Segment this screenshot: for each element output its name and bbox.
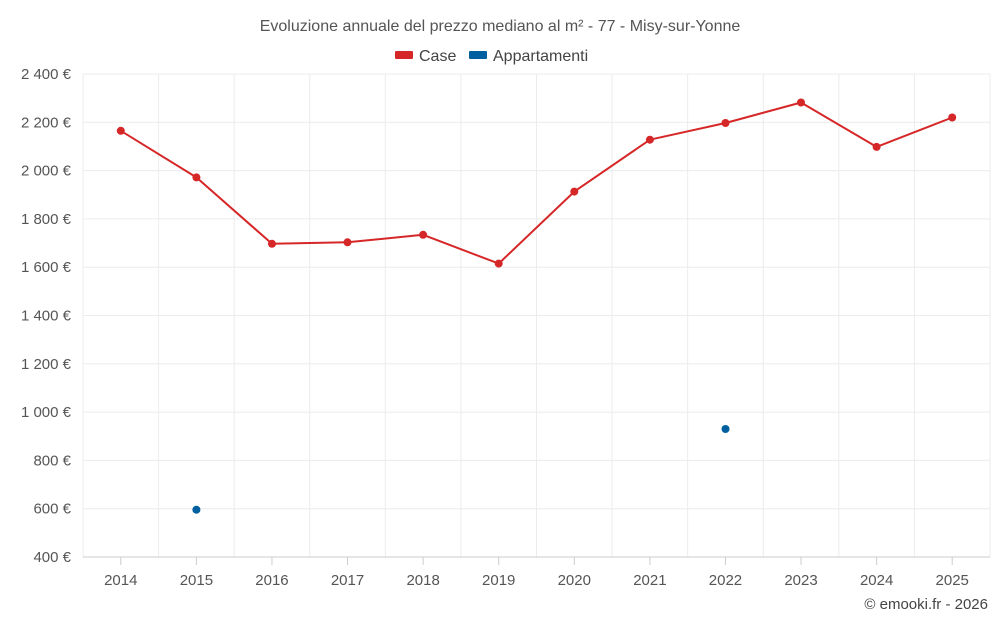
credit-text: © emooki.fr - 2026	[864, 596, 988, 613]
x-axis: 2014 2015 2016 2017 2018 2019 2020 2021 2022 2023…	[83, 556, 990, 589]
legend: Case Appartamenti	[395, 48, 588, 65]
data-point-case-2020[interactable]	[570, 187, 579, 196]
y-tick-label: 1 600 €	[21, 259, 72, 276]
data-point-case-2017[interactable]	[343, 238, 352, 247]
x-tick-label: 2015	[180, 572, 213, 589]
x-tick-label: 2022	[709, 572, 742, 589]
legend-label-appartamenti: Appartamenti	[493, 48, 588, 65]
x-tick-label: 2019	[482, 572, 515, 589]
y-tick-label: 800 €	[33, 452, 71, 469]
data-point-appartamenti-2015[interactable]	[192, 505, 201, 514]
y-tick-label: 1 000 €	[21, 404, 72, 421]
data-point-case-2019[interactable]	[494, 259, 503, 268]
grid	[82, 73, 991, 557]
y-tick-label: 2 000 €	[21, 163, 72, 180]
data-point-case-2025[interactable]	[948, 113, 957, 122]
x-tick-label: 2014	[104, 572, 137, 589]
y-tick-label: 1 400 €	[21, 308, 72, 325]
x-tick-label: 2024	[860, 572, 893, 589]
y-tick-label: 1 800 €	[21, 211, 72, 228]
x-tick-label: 2025	[936, 572, 969, 589]
y-tick-label: 400 €	[33, 549, 71, 566]
y-tick-label: 600 €	[33, 501, 71, 518]
legend-item-appartamenti[interactable]: Appartamenti	[469, 48, 588, 65]
x-tick-label: 2021	[633, 572, 666, 589]
chart-title: Evoluzione annuale del prezzo mediano al…	[260, 18, 741, 35]
y-tick-label: 2 200 €	[21, 114, 72, 131]
data-point-case-2024[interactable]	[872, 142, 881, 151]
data-point-case-2021[interactable]	[645, 135, 654, 144]
y-tick-label: 1 200 €	[21, 356, 72, 373]
data-point-case-2018[interactable]	[419, 230, 428, 239]
legend-swatch-case	[395, 51, 413, 59]
legend-item-case[interactable]: Case	[395, 48, 456, 65]
legend-label-case: Case	[419, 48, 456, 65]
data-point-case-2022[interactable]	[721, 119, 730, 127]
series-line-case	[120, 101, 953, 265]
data-point-appartamenti-2022[interactable]	[721, 425, 730, 433]
y-tick-label: 2 400 €	[21, 66, 72, 83]
data-point-case-2015[interactable]	[192, 173, 201, 182]
x-tick-label: 2017	[331, 572, 364, 589]
data-point-case-2023[interactable]	[797, 98, 805, 107]
data-point-case-2016[interactable]	[268, 239, 276, 248]
x-tick-label: 2016	[255, 572, 288, 589]
data-point-case-2014[interactable]	[116, 126, 125, 135]
y-axis: 400 € 600 € 800 € 1 000 € 1 200 € 1 400 € 1 60…	[21, 66, 72, 566]
legend-swatch-appartamenti	[469, 51, 487, 59]
x-tick-label: 2023	[784, 572, 817, 589]
series	[116, 98, 957, 514]
x-tick-label: 2020	[558, 572, 591, 589]
x-tick-label: 2018	[406, 572, 439, 589]
